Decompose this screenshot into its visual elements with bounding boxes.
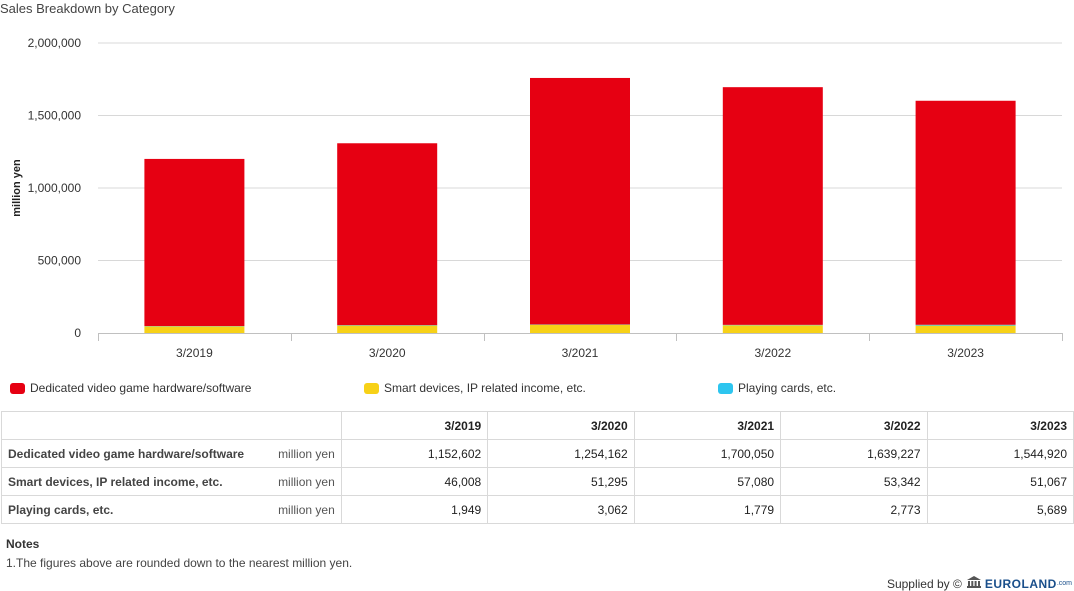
table-cell: 1,639,227 [780,439,928,468]
data-table: 3/2019 3/2020 3/2021 3/2022 3/2023 Dedic… [0,411,1074,524]
row-label: Smart devices, IP related income, etc. [0,467,267,496]
euroland-logo-suffix: .com [1056,580,1072,587]
legend-label-smart-devices: Smart devices, IP related income, etc. [384,381,586,395]
legend-label-dedicated: Dedicated video game hardware/software [30,381,252,395]
y-axis-label: million yen [11,159,23,217]
table-cell: 57,080 [633,467,782,496]
legend-item-smart-devices[interactable]: Smart devices, IP related income, etc. [364,381,586,395]
table-row: Smart devices, IP related income, etc. m… [0,467,1074,496]
legend-item-playing-cards[interactable]: Playing cards, etc. [718,381,836,395]
table-cell: 1,700,050 [633,439,782,468]
legend-swatch-dedicated [10,382,25,394]
x-tick-label: 3/2022 [754,346,791,360]
row-label: Playing cards, etc. [0,495,267,524]
table-header-year: 3/2021 [633,411,782,440]
table-cell: 1,152,602 [340,439,489,468]
chart-title: Sales Breakdown by Category [0,1,175,16]
table-header-blank-unit [266,411,342,440]
table-row: Dedicated video game hardware/software m… [0,439,1074,468]
bar-dedicated [144,158,245,327]
bar-chart: 0 500,000 1,000,000 1,500,000 2,000,000 milli… [11,36,1063,360]
bar-dedicated [722,87,823,325]
bar-smart-devices [337,325,438,333]
table-cell: 1,949 [340,495,489,524]
bar-smart-devices [144,326,245,333]
x-tick-label: 3/2021 [562,346,599,360]
bar-dedicated [915,100,1016,325]
x-tick-label: 3/2020 [369,346,406,360]
notes-text: 1.The figures above are rounded down to … [6,556,353,570]
table-header-year: 3/2023 [926,411,1074,440]
bar-smart-devices [915,325,1016,333]
bar-smart-devices [530,324,630,333]
notes-title: Notes [6,537,40,551]
y-tick-label: 500,000 [38,254,82,268]
bar-playing-cards [915,324,1016,326]
table-header-year: 3/2022 [780,411,928,440]
bar-dedicated [337,143,438,326]
legend-swatch-playing-cards [718,382,733,394]
row-unit: million yen [266,467,342,496]
table-header-year: 3/2019 [340,411,489,440]
bar-smart-devices [722,325,823,333]
supplied-by[interactable]: Supplied by © EUROLAND .com [887,576,1072,591]
legend-item-dedicated[interactable]: Dedicated video game hardware/software [10,381,251,395]
row-unit: million yen [266,439,342,468]
table-header-blank [0,411,267,440]
y-tick-label: 2,000,000 [28,36,82,50]
table-cell: 2,773 [780,495,928,524]
bar-dedicated [530,77,630,325]
x-tick-label: 3/2023 [947,346,984,360]
table-cell: 5,689 [926,495,1074,524]
table-cell: 46,008 [340,467,489,496]
legend-label-playing-cards: Playing cards, etc. [738,381,837,395]
table-cell: 51,295 [487,467,635,496]
x-tick-label: 3/2019 [176,346,213,360]
row-unit: million yen [266,495,342,524]
table-cell: 3,062 [487,495,635,524]
chart-legend: Dedicated video game hardware/software S… [0,381,1074,399]
table-cell: 1,254,162 [487,439,635,468]
table-header-year: 3/2020 [487,411,635,440]
table-row: Playing cards, etc. million yen 1,949 3,… [0,495,1074,524]
table-cell: 1,779 [633,495,782,524]
supplied-by-label: Supplied by © [886,576,962,591]
legend-swatch-smart-devices [364,382,379,394]
table-cell: 51,067 [926,467,1074,496]
y-tick-label: 0 [74,326,81,340]
y-tick-label: 1,500,000 [28,109,82,123]
building-icon [966,576,982,591]
table-cell: 1,544,920 [926,439,1074,468]
y-tick-label: 1,000,000 [28,181,82,195]
table-cell: 53,342 [780,467,928,496]
row-label: Dedicated video game hardware/software [0,439,267,468]
euroland-logo: EUROLAND [984,576,1057,591]
table-header-row: 3/2019 3/2020 3/2021 3/2022 3/2023 [0,411,1074,440]
